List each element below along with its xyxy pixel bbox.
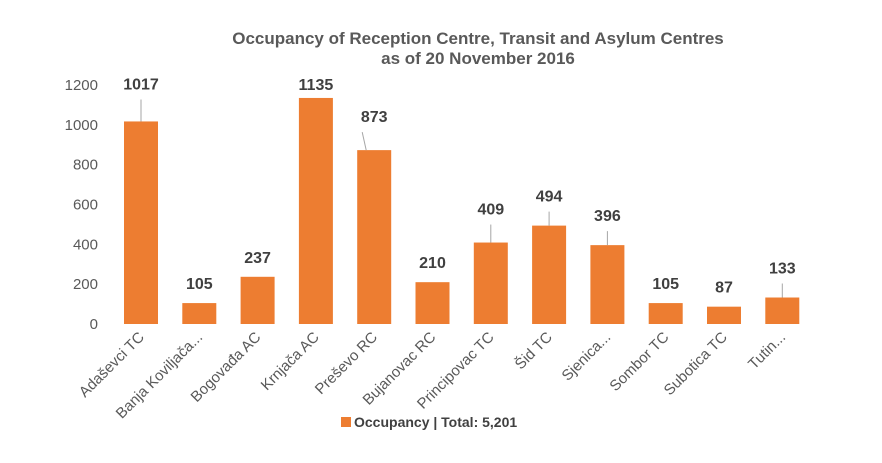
x-tick-label: Šid TC xyxy=(512,329,556,373)
bar xyxy=(124,121,158,324)
x-tick-label: Tutin... xyxy=(745,329,789,373)
leader-lines xyxy=(140,99,783,298)
data-label: 873 xyxy=(361,109,388,126)
bar xyxy=(590,245,625,324)
y-tick-label: 0 xyxy=(90,316,98,333)
bar xyxy=(182,303,217,324)
y-tick-label: 200 xyxy=(73,276,98,293)
bar xyxy=(240,276,275,324)
y-tick-label: 400 xyxy=(73,236,98,253)
data-label: 1135 xyxy=(299,77,334,94)
bar xyxy=(648,303,683,324)
bar xyxy=(473,242,508,324)
data-labels: 1017 105 237 1135 873 210 409 494 396 105 87 133 xyxy=(123,76,796,296)
bar xyxy=(357,150,392,324)
chart-subtitle: as of 20 November 2016 xyxy=(381,49,575,68)
data-label: 396 xyxy=(594,208,621,225)
data-label: 87 xyxy=(715,280,733,297)
bars xyxy=(124,97,800,324)
data-label: 409 xyxy=(477,202,504,219)
data-label: 1017 xyxy=(123,76,159,93)
legend-swatch xyxy=(341,417,351,427)
data-label: 494 xyxy=(536,189,563,206)
x-tick-label: Subotica TC xyxy=(661,329,731,399)
x-tick-label: Sjenica... xyxy=(559,329,615,385)
data-label: 133 xyxy=(769,261,796,278)
legend-label: Occupancy | Total: 5,201 xyxy=(354,414,517,430)
bar xyxy=(707,306,741,324)
y-tick-label: 600 xyxy=(73,197,98,214)
y-tick-label: 1000 xyxy=(65,117,98,134)
leader-line xyxy=(361,132,367,151)
legend: Occupancy | Total: 5,201 xyxy=(341,414,517,430)
bar xyxy=(765,297,800,324)
y-axis: 0 200 400 600 800 1000 1200 xyxy=(65,77,98,333)
bar xyxy=(298,97,333,324)
data-label: 105 xyxy=(652,276,679,293)
data-label: 210 xyxy=(419,255,446,272)
bar xyxy=(532,225,567,324)
bar xyxy=(415,282,450,324)
y-tick-label: 800 xyxy=(73,157,98,174)
data-label: 105 xyxy=(186,276,213,293)
y-tick-label: 1200 xyxy=(65,77,98,94)
data-label: 237 xyxy=(244,250,271,267)
chart-title: Occupancy of Reception Centre, Transit a… xyxy=(232,29,724,48)
